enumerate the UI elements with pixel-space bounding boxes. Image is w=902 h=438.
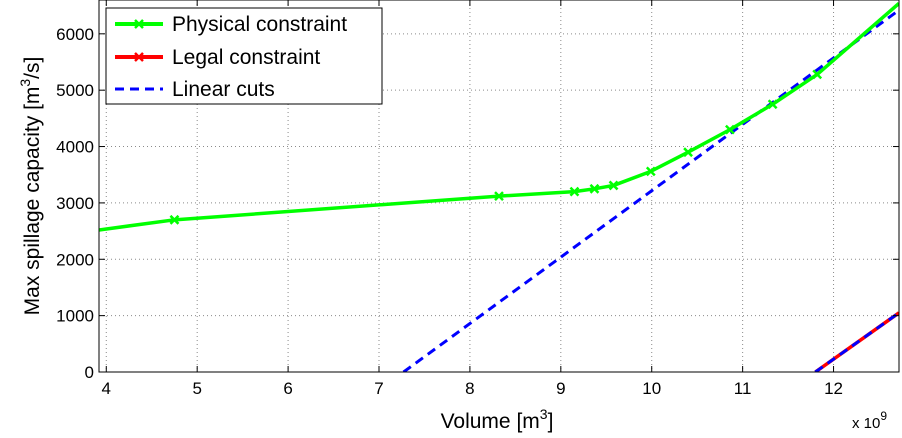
physical-constraint-marker [812, 69, 823, 80]
physical-constraint-marker [589, 183, 600, 194]
x-tick-label: 9 [556, 379, 565, 398]
y-axis-label-main: Max spillage capacity [m [21, 87, 44, 316]
legend-label-linear: Linear cuts [172, 78, 275, 101]
x-tick-label: 5 [192, 379, 201, 398]
y-tick-label: 0 [85, 363, 94, 382]
legend-marker-physical [134, 19, 144, 29]
y-tick-label: 3000 [56, 194, 94, 213]
x-axis-label-tail: ] [548, 410, 554, 433]
physical-constraint-marker [608, 180, 619, 191]
legend: Physical constraint Legal constraint Lin… [105, 7, 383, 105]
x-axis-label-sup: 3 [540, 406, 548, 422]
y-tick-label: 5000 [56, 81, 94, 100]
y-axis-label: Max spillage capacity [m3/s] [17, 57, 44, 316]
x-axis-label-main: Volume [m [441, 410, 540, 433]
plot-frame [98, 0, 900, 373]
physical-constraint-marker [767, 99, 778, 110]
ticks: 4 5 6 7 8 9 10 11 12 0 1000 2000 3000 4000 5000 6000 [56, 0, 899, 398]
x-tick-label: 11 [734, 379, 752, 398]
physical-constraint-line [99, 2, 899, 232]
y-tick-label: 6000 [56, 25, 94, 44]
legend-label-physical: Physical constraint [172, 13, 347, 36]
legend-marker-legal [134, 52, 144, 62]
y-tick-label: 2000 [56, 250, 94, 269]
x-exponent-power: 9 [880, 409, 887, 423]
x-tick-label: 4 [102, 379, 111, 398]
linear-cut-line [402, 8, 899, 372]
linear-cut-overlay [814, 311, 899, 372]
x-tick-label: 7 [374, 379, 383, 398]
x-tick-label: 12 [824, 379, 843, 398]
physical-constraint-marker [569, 186, 580, 197]
physical-constraint-marker [645, 166, 656, 177]
physical-constraint-marker [169, 214, 180, 225]
x-tick-label: 6 [283, 379, 292, 398]
x-exponent-label: x 109 [852, 409, 887, 432]
y-tick-label: 4000 [56, 138, 94, 157]
x-tick-label: 10 [642, 379, 661, 398]
physical-constraint-marker [683, 147, 693, 158]
x-tick-label: 8 [465, 379, 474, 398]
physical-constraint-marker [494, 191, 504, 202]
physical-constraint-marker [725, 124, 735, 135]
y-axis-label-sup: 3 [17, 79, 33, 87]
x-exponent-prefix: x 10 [852, 415, 880, 432]
y-axis-label-tail: /s] [21, 57, 44, 79]
y-tick-label: 1000 [56, 307, 94, 326]
legend-label-legal: Legal constraint [172, 46, 320, 69]
x-axis-label: Volume [m3] [441, 406, 554, 433]
series-layer [99, 2, 899, 372]
